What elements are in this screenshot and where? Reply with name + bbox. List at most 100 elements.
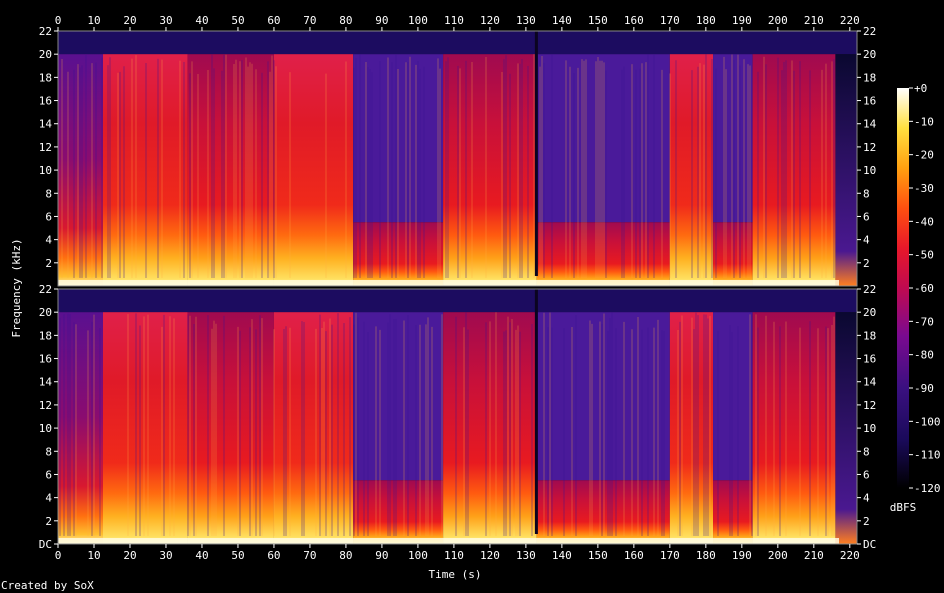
- x-tick-label: 70: [303, 549, 316, 562]
- y-tick-label: 2: [863, 257, 870, 270]
- segment-band: [187, 54, 274, 286]
- x-tick-label: 170: [660, 14, 680, 27]
- x-tick-label: 140: [552, 549, 572, 562]
- x-tick-label: 0: [55, 14, 62, 27]
- x-tick-label: 130: [516, 14, 536, 27]
- y-tick-label: 4: [863, 234, 870, 247]
- y-tick-label: 10: [863, 164, 876, 177]
- x-tick-label: 90: [375, 549, 388, 562]
- segment-band: [273, 54, 354, 286]
- x-tick-label: 180: [696, 14, 716, 27]
- segment-noise-region: [713, 54, 753, 223]
- x-tick-label: 160: [624, 549, 644, 562]
- y-tick-label: 12: [39, 141, 52, 154]
- x-tick-label: 120: [480, 14, 500, 27]
- y-tick-label: 4: [45, 234, 52, 247]
- y-tick-label: DC: [39, 538, 52, 551]
- segment-noise-region: [353, 54, 444, 223]
- panel-top-band: [58, 31, 857, 55]
- y-tick-label: 22: [863, 25, 876, 38]
- y-tick-label: 6: [863, 468, 870, 481]
- dc-bright-strip: [58, 538, 840, 544]
- x-tick-label: 20: [123, 14, 136, 27]
- segment-band: [752, 54, 836, 286]
- segment-band: [536, 222, 670, 286]
- x-tick-label: 180: [696, 549, 716, 562]
- streak-texture: [61, 54, 835, 278]
- x-tick-label: 40: [195, 549, 208, 562]
- y-tick-label: 6: [45, 468, 52, 481]
- segment-band: [273, 312, 354, 544]
- y-tick-label: 8: [863, 445, 870, 458]
- channel-panel-1: [57, 30, 858, 287]
- x-tick-label: 210: [804, 549, 824, 562]
- y-tick-label: 2: [863, 515, 870, 528]
- colorbar-tick-label: -40: [914, 215, 934, 228]
- x-tick-label: 220: [840, 14, 860, 27]
- y-axis-label: Frequency (kHz): [10, 238, 23, 337]
- panel-border: [57, 288, 858, 545]
- segment-band: [752, 312, 836, 544]
- y-tick-label: 10: [39, 164, 52, 177]
- y-tick-label: 18: [39, 71, 52, 84]
- y-tick-label: 14: [39, 376, 53, 389]
- y-tick-label: 16: [863, 353, 876, 366]
- x-tick-label: 10: [87, 14, 100, 27]
- y-tick-label: 10: [39, 422, 52, 435]
- colorbar-tick-label: -110: [914, 449, 941, 462]
- x-tick-label: 30: [159, 14, 172, 27]
- y-tick-label: DC: [863, 538, 876, 551]
- x-tick-label: 190: [732, 549, 752, 562]
- y-tick-label: 22: [863, 283, 876, 296]
- colorbar-tick-label: -60: [914, 282, 934, 295]
- x-tick-label: 200: [768, 549, 788, 562]
- colorbar-tick-label: -20: [914, 149, 934, 162]
- y-tick-label: 14: [863, 118, 877, 131]
- segment-noise-region: [536, 312, 670, 481]
- segment-band: [102, 54, 188, 286]
- colorbar-tick-label: -90: [914, 382, 934, 395]
- y-tick-label: 16: [863, 95, 876, 108]
- colorbar: [897, 88, 909, 488]
- x-tick-label: 80: [339, 549, 352, 562]
- y-tick-label: 18: [863, 329, 876, 342]
- x-tick-label: 20: [123, 549, 136, 562]
- created-by-text: Created by SoX: [1, 579, 94, 592]
- segment-band: [669, 54, 714, 286]
- y-tick-label: 2: [45, 257, 52, 270]
- x-tick-label: 60: [267, 549, 280, 562]
- segment-band: [713, 480, 753, 544]
- y-tick-label: 20: [863, 306, 876, 319]
- segment-band: [669, 312, 714, 544]
- segment-band: [353, 480, 444, 544]
- segment-band: [58, 54, 103, 286]
- panel-top-band: [58, 289, 857, 313]
- y-tick-label: 8: [45, 445, 52, 458]
- x-tick-label: 100: [408, 14, 428, 27]
- x-tick-label: 90: [375, 14, 388, 27]
- segment-band: [58, 312, 103, 544]
- y-tick-label: 8: [45, 187, 52, 200]
- y-tick-label: 14: [39, 118, 53, 131]
- colorbar-tick-label: -50: [914, 249, 934, 262]
- y-tick-label: 20: [39, 48, 52, 61]
- y-tick-label: 10: [863, 422, 876, 435]
- colorbar-tick-label: +0: [914, 82, 927, 95]
- segment-noise-region: [713, 312, 753, 481]
- y-tick-label: 4: [45, 492, 52, 505]
- y-tick-label: 6: [45, 210, 52, 223]
- x-tick-label: 190: [732, 14, 752, 27]
- y-tick-label: 20: [39, 306, 52, 319]
- y-tick-label: 22: [39, 25, 52, 38]
- segment-band: [713, 222, 753, 286]
- x-tick-label: 110: [444, 549, 464, 562]
- panel-border: [57, 30, 858, 287]
- x-tick-label: 120: [480, 549, 500, 562]
- x-tick-label: 80: [339, 14, 352, 27]
- colorbar-tick-label: -80: [914, 349, 934, 362]
- x-tick-label: 210: [804, 14, 824, 27]
- x-tick-label: 140: [552, 14, 572, 27]
- x-tick-label: 10: [87, 549, 100, 562]
- y-tick-label: 20: [863, 48, 876, 61]
- y-tick-label: 18: [39, 329, 52, 342]
